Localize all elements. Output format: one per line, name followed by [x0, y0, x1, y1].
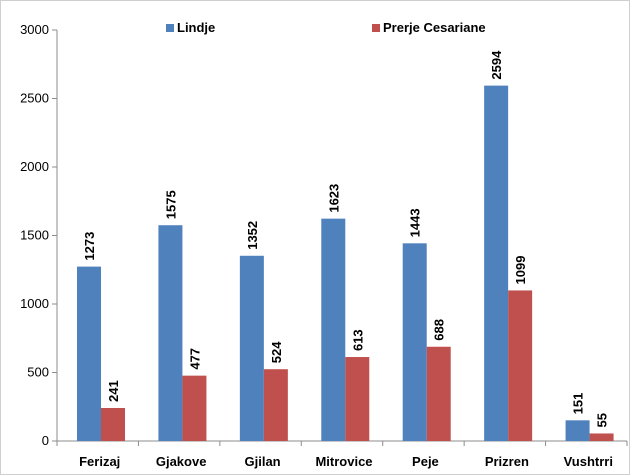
y-tick-label: 1500 — [20, 228, 49, 243]
data-label: 55 — [595, 413, 610, 427]
bar-lindje — [239, 255, 264, 441]
data-label: 477 — [187, 348, 202, 370]
y-tick-label: 3000 — [20, 22, 49, 37]
y-tick-label: 2500 — [20, 91, 49, 106]
y-tick-label: 500 — [27, 365, 49, 380]
data-label: 1099 — [513, 256, 528, 285]
x-tick-label: Prizren — [485, 454, 529, 469]
bar-lindje — [77, 266, 101, 441]
data-label: 1352 — [245, 221, 260, 250]
x-tick-label: Peje — [412, 454, 439, 469]
bar-prerje-cesariane — [263, 369, 288, 441]
bar-prerje-cesariane — [589, 433, 614, 441]
x-tick-label: Mitrovice — [315, 454, 372, 469]
bar-prerje-cesariane — [101, 407, 125, 441]
legend-swatch — [166, 24, 174, 32]
bar-lindje — [321, 218, 346, 441]
y-tick-label: 1000 — [20, 296, 49, 311]
data-label: 688 — [432, 319, 447, 341]
bar-lindje — [158, 225, 183, 441]
bar-prerje-cesariane — [345, 357, 370, 441]
data-label: 1575 — [163, 190, 178, 219]
bar-prerje-cesariane — [426, 346, 451, 441]
x-tick-label: Ferizaj — [79, 454, 120, 469]
data-label: 1273 — [82, 232, 97, 261]
bar-lindje — [484, 85, 509, 441]
data-label: 1623 — [326, 184, 341, 213]
y-tick-label: 0 — [42, 433, 49, 448]
bar-prerje-cesariane — [182, 375, 207, 441]
bar-lindje — [402, 243, 427, 441]
data-label: 241 — [106, 380, 121, 402]
legend-label: Lindje — [177, 20, 215, 35]
legend-label: Prerje Cesariane — [383, 20, 486, 35]
x-tick-label: Gjilan — [245, 454, 281, 469]
data-label: 2594 — [489, 50, 504, 80]
data-label: 524 — [269, 341, 284, 363]
x-tick-label: Vushtrri — [564, 454, 613, 469]
legend-swatch — [372, 24, 380, 32]
bar-prerje-cesariane — [508, 290, 533, 441]
data-label: 151 — [571, 393, 586, 415]
data-label: 1443 — [408, 208, 423, 237]
y-tick-label: 2000 — [20, 159, 49, 174]
x-tick-label: Gjakove — [156, 454, 207, 469]
bar-lindje — [565, 420, 590, 441]
data-label: 613 — [350, 329, 365, 351]
